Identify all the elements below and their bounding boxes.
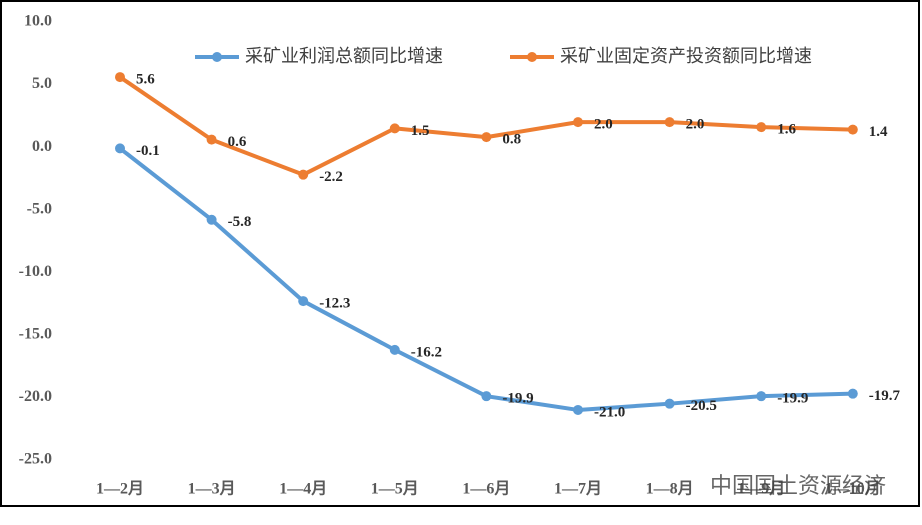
data-label: -19.9	[502, 391, 533, 407]
legend-marker	[212, 52, 222, 62]
point	[756, 122, 767, 133]
point	[389, 123, 400, 134]
y-tick-label: 5.0	[32, 75, 52, 92]
data-label: -19.7	[869, 388, 901, 404]
x-tick-label: 1—4月	[279, 480, 327, 498]
data-label: 1.5	[411, 123, 430, 139]
y-tick-label: -5.0	[27, 200, 52, 217]
point	[115, 72, 125, 83]
point	[298, 169, 309, 180]
x-tick-label: 1—5月	[371, 480, 419, 498]
data-label: 0.8	[502, 132, 521, 148]
data-label: 1.4	[869, 124, 888, 140]
y-tick-label: 0.0	[32, 138, 52, 155]
y-tick-label: -20.0	[19, 388, 52, 405]
x-tick-label: 1—2月	[96, 480, 144, 498]
y-tick-label: -15.0	[19, 326, 52, 343]
legend-label: 采矿业利润总额同比增速	[245, 46, 443, 67]
data-label: 5.6	[136, 72, 155, 88]
data-label: -21.0	[594, 404, 625, 420]
point	[573, 404, 583, 415]
point	[847, 124, 858, 135]
data-label: -2.2	[319, 169, 343, 185]
watermark: 中国国土资源经济	[710, 474, 886, 499]
point	[206, 214, 217, 225]
point	[481, 391, 492, 402]
point	[847, 388, 858, 399]
x-tick-label: 1—10月	[825, 480, 881, 498]
point	[664, 117, 675, 128]
data-label: 2.0	[594, 117, 613, 133]
point	[481, 132, 492, 143]
y-tick-label: -25.0	[19, 451, 52, 468]
point	[115, 143, 125, 154]
data-label: -12.3	[319, 296, 350, 312]
point	[756, 391, 767, 402]
legend-marker	[527, 52, 537, 62]
frame	[0, 0, 920, 507]
data-label: -0.1	[136, 143, 160, 159]
data-label: -16.2	[411, 344, 442, 360]
data-label: 0.6	[228, 134, 247, 150]
point	[389, 344, 400, 355]
point	[206, 134, 217, 145]
x-tick-label: 1—8月	[646, 480, 694, 498]
data-label: -20.5	[686, 398, 717, 414]
y-tick-label: 10.0	[24, 13, 52, 30]
legend-label: 采矿业固定资产投资额同比增速	[560, 46, 812, 67]
x-tick-label: 1—9月	[737, 480, 785, 498]
data-label: 2.0	[686, 117, 705, 133]
data-label: -19.9	[777, 391, 808, 407]
x-tick-label: 1—7月	[554, 480, 602, 498]
point	[664, 398, 675, 409]
x-tick-label: 1—6月	[462, 480, 510, 498]
data-label: -5.8	[228, 214, 252, 230]
data-label: 1.6	[777, 122, 796, 138]
x-tick-label: 1—3月	[188, 480, 236, 498]
point	[573, 117, 583, 128]
point	[298, 296, 309, 307]
y-tick-label: -10.0	[19, 263, 52, 280]
